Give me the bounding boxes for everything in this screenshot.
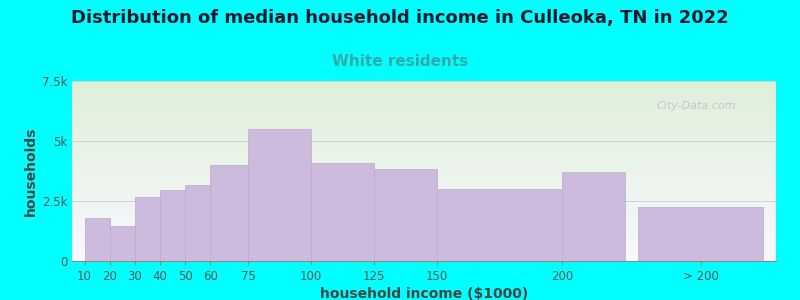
Bar bbox=[374, 169, 437, 261]
Text: Distribution of median household income in Culleoka, TN in 2022: Distribution of median household income … bbox=[71, 9, 729, 27]
X-axis label: household income ($1000): household income ($1000) bbox=[320, 287, 528, 300]
Bar bbox=[311, 163, 374, 261]
Bar bbox=[110, 226, 135, 261]
Bar bbox=[248, 129, 311, 261]
Bar bbox=[160, 190, 185, 261]
Bar bbox=[562, 172, 625, 261]
Bar bbox=[85, 218, 110, 261]
Bar bbox=[638, 207, 763, 261]
Y-axis label: households: households bbox=[23, 126, 38, 216]
Text: White residents: White residents bbox=[332, 54, 468, 69]
Bar bbox=[135, 197, 160, 261]
Bar bbox=[437, 189, 562, 261]
Bar bbox=[210, 165, 248, 261]
Bar bbox=[185, 185, 210, 261]
Text: City-Data.com: City-Data.com bbox=[656, 101, 736, 111]
